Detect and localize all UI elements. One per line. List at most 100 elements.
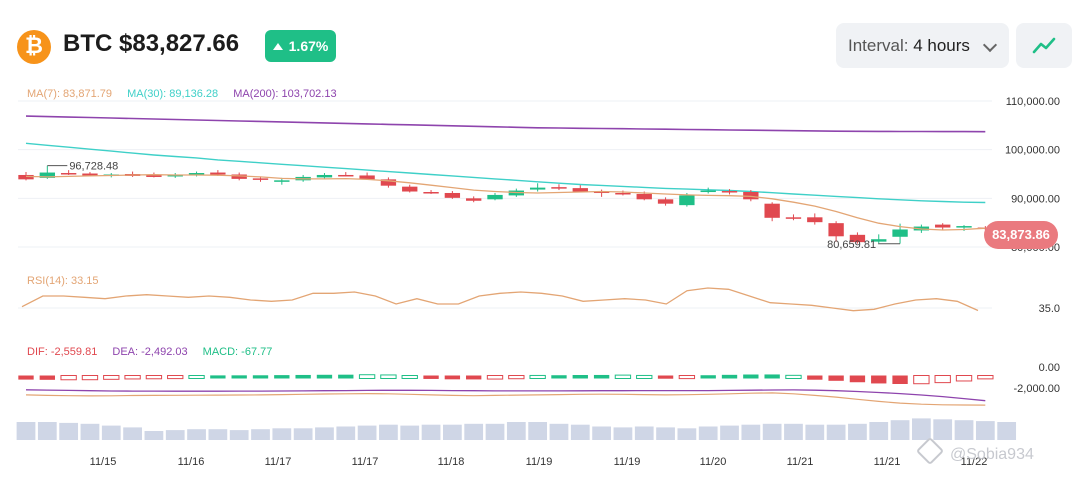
candle-down [807,217,823,223]
candle-down [636,193,652,200]
x-tick-label: 11/16 [178,456,205,468]
volume-bar [741,424,761,440]
macd-histogram-bar [103,375,120,380]
x-tick-label: 11/19 [614,456,641,468]
dea-legend: DEA: -2,492.03 [112,346,188,358]
macd-histogram-bar [700,375,716,379]
candle-down [572,188,588,192]
macd-histogram-bar [572,375,588,379]
macd-histogram-bar [295,374,311,379]
up-arrow-icon [272,43,283,50]
macd-histogram-bar [486,375,504,380]
macd-histogram-bar [358,374,376,380]
candle-up [316,174,333,178]
candle-up [892,229,908,237]
dea-line [25,389,986,402]
volume-bar [464,423,484,440]
volume-bar [528,422,548,440]
macd-histogram-bar [39,375,55,380]
interval-value: 4 hours [913,36,970,55]
volume-bar [634,426,654,440]
ma200-legend: MA(200): 103,702.13 [233,88,337,100]
volume-bar [293,428,313,440]
candle-down [146,175,162,177]
volume-bar [933,419,953,440]
volume-bar [16,422,36,440]
x-tick-label: 11/17 [352,456,379,468]
macd-histogram-bar [274,375,290,379]
watermark: @Sobia934 [915,436,1034,466]
volume-bar [315,427,334,440]
candle-down [210,172,226,175]
volume-bar [144,431,164,440]
candle-down [657,199,674,204]
volume-bar [762,423,782,440]
macd-histogram-bar [231,375,247,379]
candle-down [764,203,780,218]
volume-bar [805,424,825,440]
candle-up [487,194,503,200]
candle-down [338,174,354,177]
macd-legend: DIF: -2,559.81 DEA: -2,492.03 MACD: -67.… [27,346,284,358]
volume-bar [80,423,100,440]
macd-tick-label: -2,000.00 [1014,383,1060,395]
x-tick-label: 11/22 [961,456,988,468]
macd-histogram-bar [871,375,887,384]
rsi-tick-label: 35.0 [1039,303,1060,315]
macd-histogram-bar [764,374,780,379]
price-tick-label: 100,000.00 [1005,145,1060,157]
macd-histogram-bar [188,375,205,379]
candle-down [380,179,397,186]
volume-bar [272,428,292,440]
macd-histogram-bar [316,374,333,379]
volume-bar [485,423,505,440]
ma200-line [25,115,986,133]
macd-histogram-bar [338,374,354,379]
macd-histogram-bar [124,375,141,380]
x-tick-label: 11/17 [265,456,292,468]
dif-line [25,392,986,406]
x-tick-label: 11/18 [438,456,465,468]
candle-up [274,180,290,182]
candle-down [615,192,631,195]
macd-histogram-bar [614,374,632,379]
candle-down [60,173,77,175]
volume-bar [442,424,462,440]
candle-down [828,223,844,237]
macd-histogram-bar [167,375,184,380]
volume-bar [848,423,867,440]
chart-type-toggle-button[interactable] [1016,23,1072,68]
volume-bar [59,422,79,440]
macd-histogram-bar [955,375,973,382]
volume-bar [208,429,228,440]
macd-histogram-bar [551,375,567,379]
x-tick-label: 11/15 [90,456,117,468]
volume-bar [613,427,633,440]
macd-histogram-bar [466,375,482,380]
bitcoin-logo-icon: ₿ [17,30,51,64]
macd-histogram-bar [380,374,397,380]
volume-bar [954,420,974,440]
macd-histogram-bar [401,375,418,379]
volume-bar [592,426,611,440]
macd-histogram-bar [60,375,77,381]
volume-bar [251,429,270,440]
macd-histogram-bar [721,374,738,379]
candle-up [679,195,695,206]
low-price-label: 80,659.81 [827,239,876,251]
volume-bar [656,427,675,440]
x-tick-label: 11/21 [787,456,814,468]
macd-histogram-bar [828,375,844,381]
price-change-value: 1.67% [288,38,329,54]
interval-dropdown[interactable]: Interval: 4 hours [836,23,1009,68]
candle-down [231,174,247,179]
volume-bar [975,421,995,440]
candle-up [529,187,546,190]
macd-histogram-bar [657,375,674,379]
page-title: BTC $83,827.66 [63,30,240,57]
price-change-badge: 1.67% [265,30,336,62]
price-tick-label: 90,000.00 [1011,193,1060,205]
candle-down [721,191,738,193]
volume-bar [187,429,206,440]
